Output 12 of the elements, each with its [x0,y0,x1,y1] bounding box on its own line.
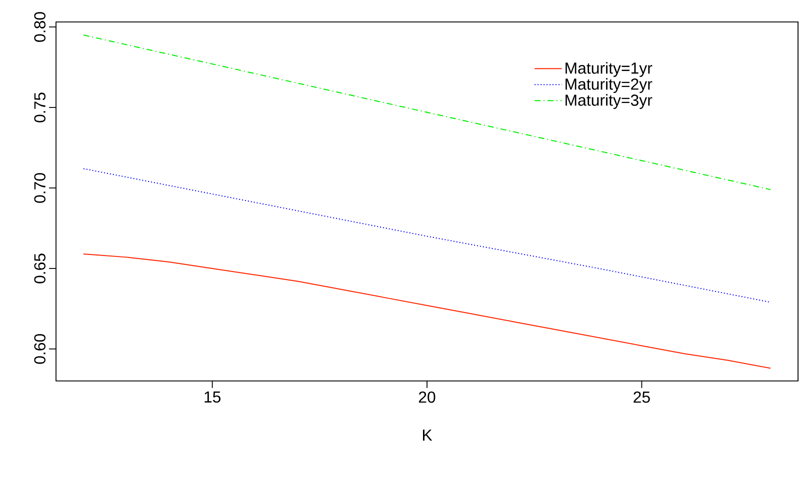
x-tick-label: 15 [204,392,220,403]
y-tick-label: 0.65 [34,254,46,284]
legend-label: Maturity=2yr [566,78,652,93]
y-tick-label: 0.80 [34,12,46,42]
x-tick-label: 25 [634,392,650,403]
y-tick-label: 0.70 [34,173,46,203]
x-tick-label: 20 [418,392,436,403]
y-tick-label: 0.60 [34,334,46,364]
legend-label: Maturity=1yr [566,62,652,77]
x-axis-title: K [423,430,432,441]
y-tick-label: 0.75 [34,92,46,122]
legend-label: Maturity=3yr [566,94,652,109]
